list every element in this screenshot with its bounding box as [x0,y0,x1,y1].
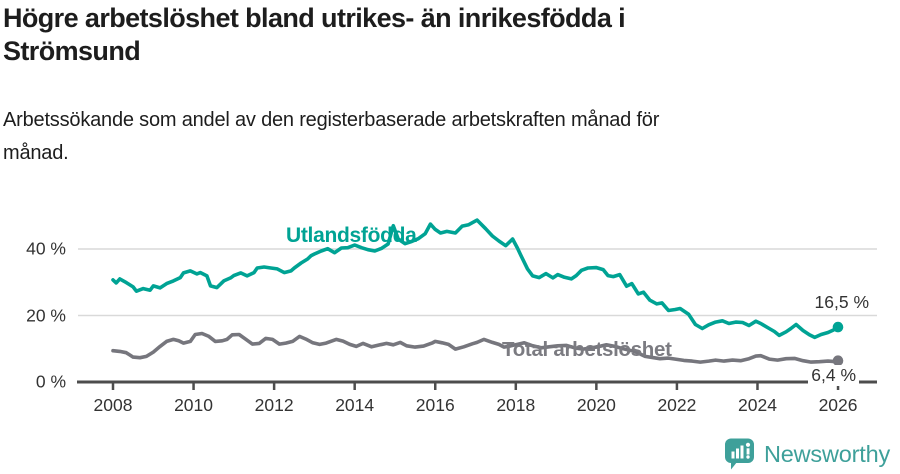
series-label-total-arbetsloshet: Total arbetslöshet [502,338,672,361]
chart-title: Högre arbetslöshet bland utrikes- än inr… [3,2,626,68]
end-value-label-utlandsfodda: 16,5 % [814,292,869,312]
x-tick-label: 2014 [335,395,375,415]
series-end-dot [832,355,844,367]
newsworthy-wordmark: Newsworthy [764,440,890,467]
x-tick-label: 2018 [496,395,536,415]
chart-title-line-1: Högre arbetslöshet bland utrikes- än inr… [3,3,626,33]
y-tick-label: 20 % [26,305,66,325]
series-line [111,218,840,340]
series-label-utlandsfodda: Utlandsfödda [286,224,417,247]
x-axis-labels: 2008 2010 2012 2014 2016 2018 2020 2022 2024 2026 [0,395,900,419]
x-tick-label: 2022 [657,395,697,415]
y-tick-label: 40 % [26,238,66,259]
newsworthy-icon [725,438,755,470]
end-value-label-total: 6,4 % [808,365,859,386]
y-tick-label: 0 % [35,371,66,392]
series-line [111,331,840,364]
chart-subtitle-line-2: månad. [3,142,69,164]
chart-title-line-2: Strömsund [3,36,141,66]
x-tick-label: 2010 [174,395,214,415]
x-tick-label: 2016 [415,395,455,415]
x-tick-label: 2024 [738,395,777,415]
x-tick-label: 2012 [254,395,294,415]
newsworthy-logo[interactable]: Newsworthy [724,438,890,470]
chart-subtitle-line-1: Arbetssökande som andel av den registerb… [3,109,660,131]
x-tick-label: 2008 [93,395,133,415]
x-tick-label: 2026 [818,395,858,415]
x-tick-label: 2020 [576,395,616,415]
y-axis-labels: 0 % 20 % 40 % [0,0,66,474]
chart-subtitle: Arbetssökande som andel av den registerb… [3,104,659,170]
series-end-dot [832,321,844,333]
